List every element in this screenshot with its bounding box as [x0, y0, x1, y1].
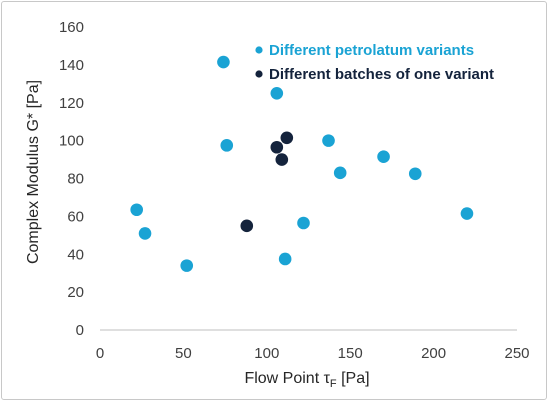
petrolatum-variant-point: [408, 167, 422, 181]
x-axis-title-unit: [Pa]: [337, 370, 370, 387]
y-tick-label: 0: [76, 322, 84, 339]
petrolatum-variant-point: [278, 252, 292, 266]
legend-marker-batches-one-variant: [255, 70, 263, 78]
y-tick-label: 80: [67, 171, 84, 188]
petrolatum-variant-point: [217, 55, 230, 69]
y-tick-label: 160: [59, 19, 84, 36]
petrolatum-variant-point: [297, 216, 310, 230]
x-axis-title-main: Flow Point τ: [244, 370, 330, 387]
petrolatum-variant-point: [180, 259, 194, 272]
y-tick-label: 60: [67, 208, 84, 225]
petrolatum-variant-point: [333, 166, 347, 180]
petrolatum-variant-point: [130, 203, 143, 217]
y-tick-label: 20: [67, 284, 84, 301]
data-points: [130, 55, 474, 272]
legend-label-petrolatum-variants: Different petrolatum variants: [269, 42, 474, 59]
y-tick-label: 40: [67, 246, 84, 263]
x-axis-ticks: 0 50 100 150 200 250: [96, 345, 530, 362]
petrolatum-variant-point: [270, 86, 284, 100]
petrolatum-variant-point: [138, 227, 152, 240]
petrolatum-variant-point: [322, 134, 335, 147]
batch-point: [275, 153, 289, 166]
legend: Different petrolatum variants Different …: [255, 42, 494, 83]
x-tick-label: 150: [338, 345, 363, 362]
x-tick-label: 200: [421, 345, 446, 362]
x-axis-title-sub: F: [330, 378, 337, 390]
batch-point: [270, 140, 284, 154]
batch-point: [280, 131, 294, 145]
y-tick-label: 140: [59, 57, 84, 74]
y-tick-label: 100: [59, 133, 84, 150]
y-tick-label: 120: [59, 95, 84, 112]
legend-marker-petrolatum-variants: [255, 46, 263, 54]
petrolatum-variant-point: [220, 139, 234, 152]
y-axis-title: Complex Modulus G* [Pa]: [25, 80, 42, 264]
petrolatum-variant-point: [377, 150, 390, 164]
y-axis-ticks: 0 20 40 60 80 100 120 140 160: [59, 19, 84, 339]
batch-point: [240, 219, 254, 233]
x-tick-label: 100: [254, 345, 279, 362]
petrolatum-variant-point: [460, 207, 474, 220]
legend-label-batches-one-variant: Different batches of one variant: [269, 66, 494, 83]
x-tick-label: 250: [504, 345, 529, 362]
x-tick-label: 0: [96, 345, 104, 362]
x-tick-label: 50: [175, 345, 192, 362]
x-axis-title: Flow Point τF [Pa]: [244, 370, 369, 390]
